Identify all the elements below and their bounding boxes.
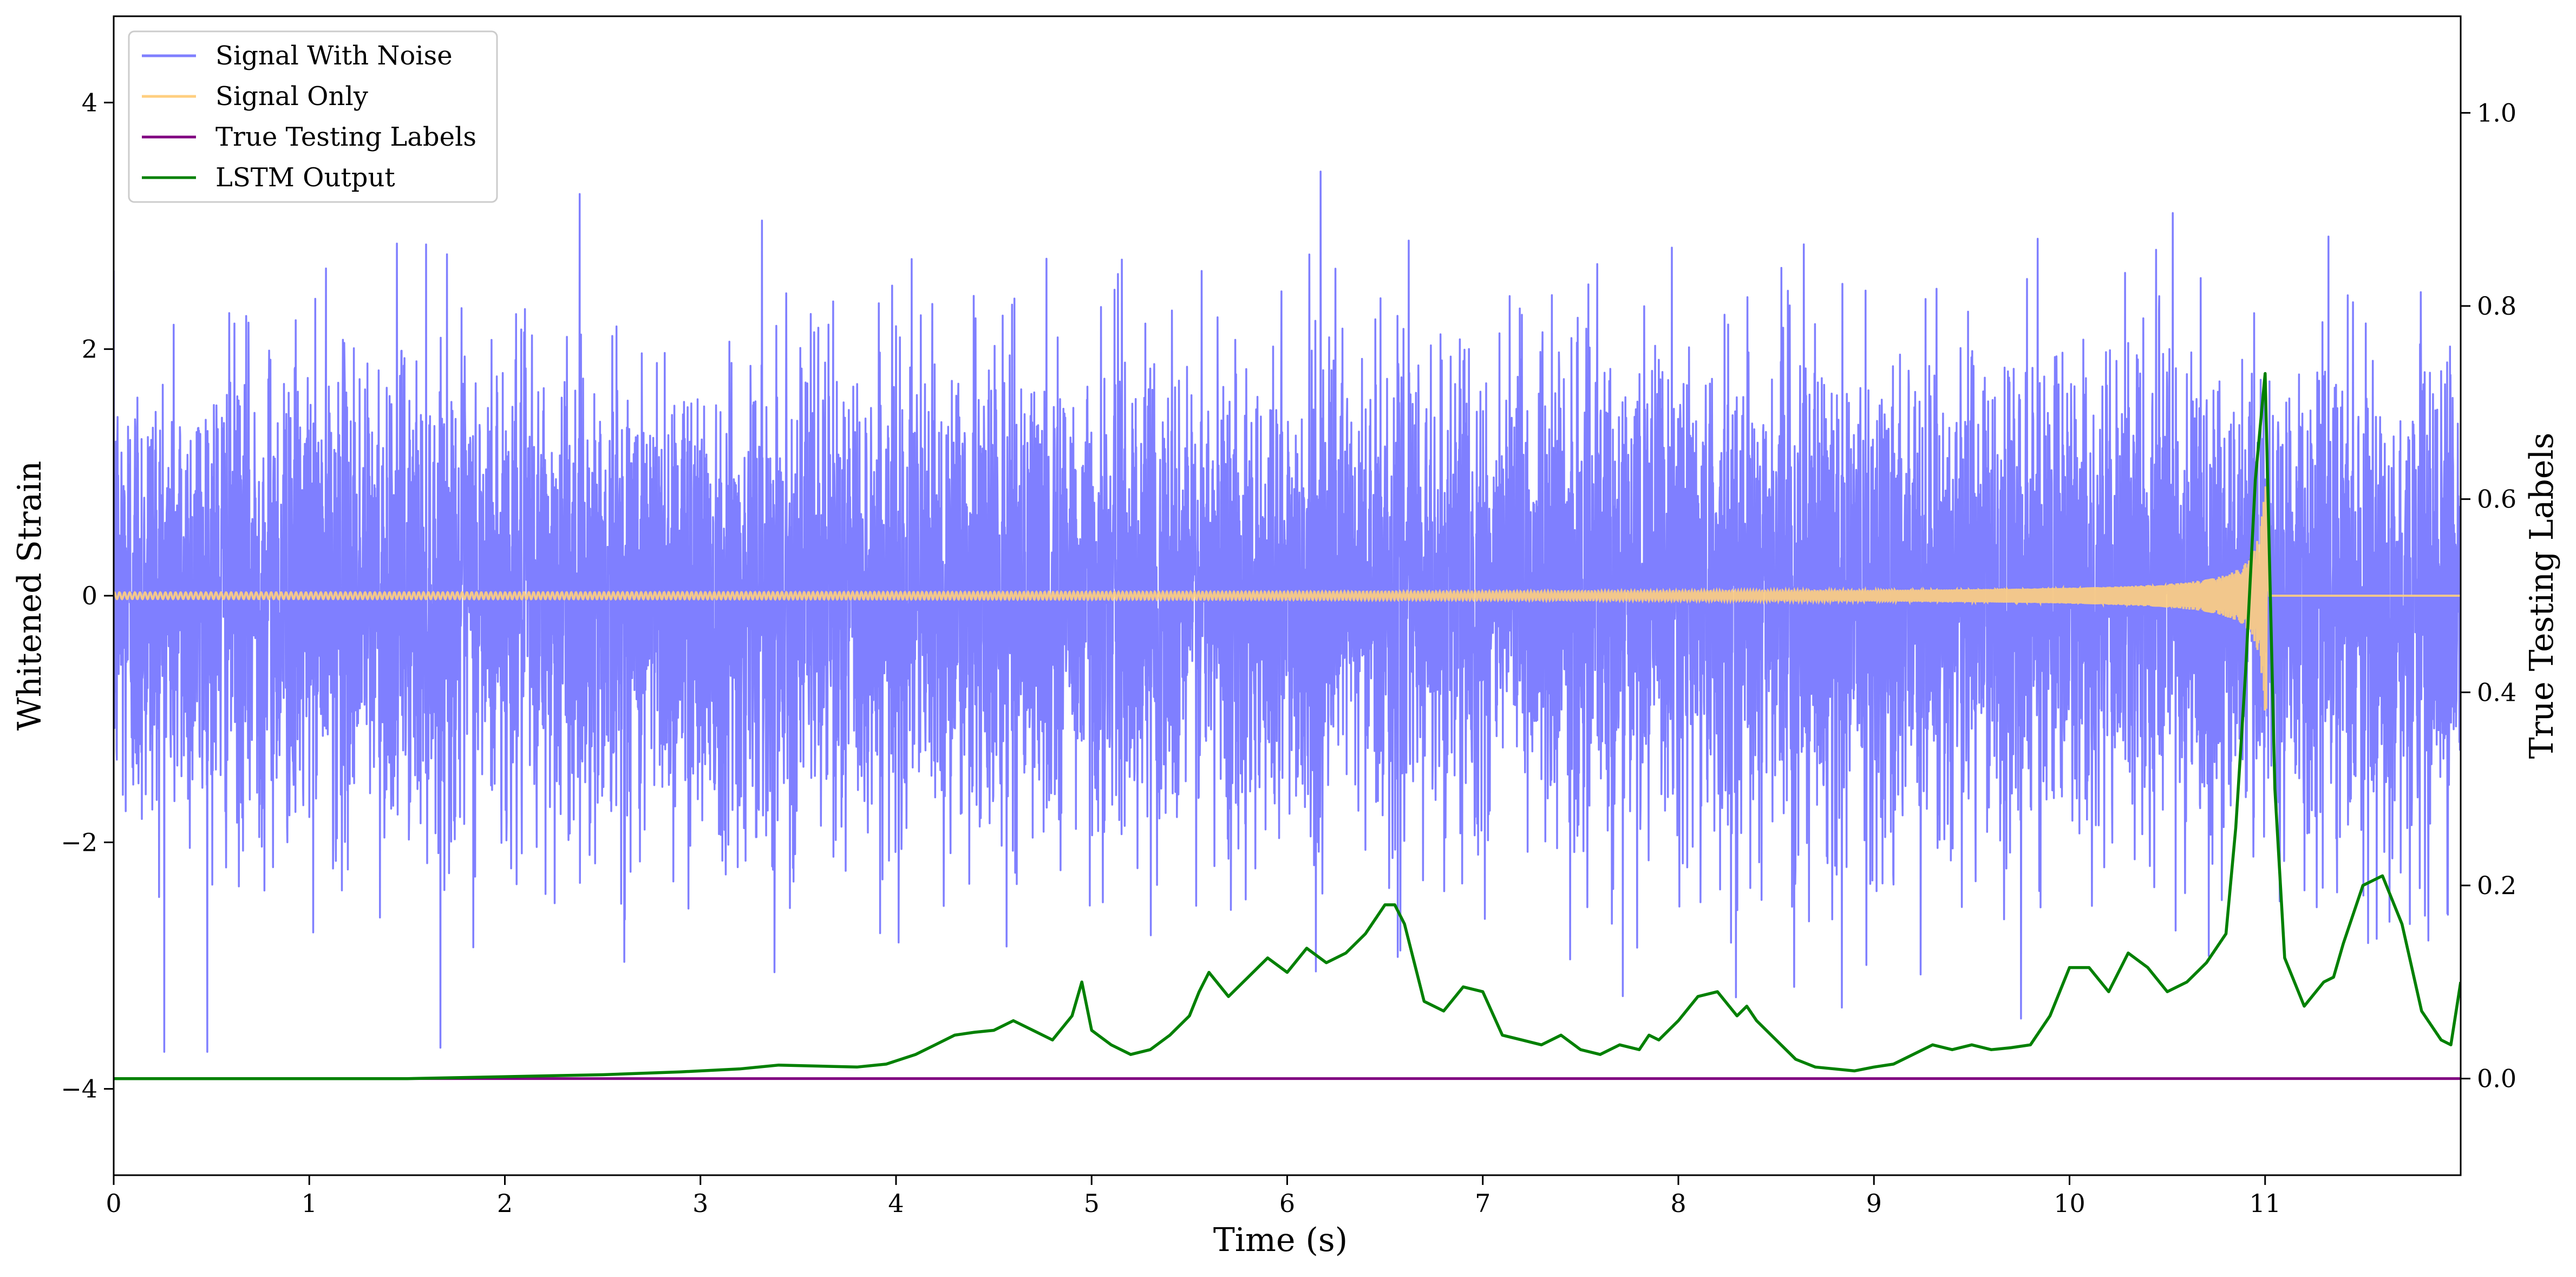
x-tick-label: 5: [1084, 1189, 1100, 1218]
y-tick-label-right: 0.0: [2477, 1064, 2516, 1093]
x-tick-label: 8: [1670, 1189, 1686, 1218]
y-tick-label-left: 4: [82, 88, 97, 117]
y-tick-label-left: −4: [61, 1074, 97, 1104]
y-axis-label-right: True Testing Labels: [2523, 433, 2561, 759]
y-tick-label-left: 0: [82, 581, 97, 610]
legend-label-true-testing-labels: True Testing Labels: [215, 122, 476, 152]
y-tick-label-left: 2: [82, 335, 97, 364]
y-tick-label-right: 0.2: [2477, 871, 2516, 900]
y-tick-label-right: 0.4: [2477, 677, 2516, 707]
series-lstm-output: [114, 372, 2461, 1080]
legend: Signal With Noise Signal Only True Testi…: [128, 30, 498, 203]
plot-frame: [113, 15, 2462, 1176]
y-tick-label-left: −2: [61, 828, 97, 857]
x-tick-label: 7: [1475, 1189, 1490, 1218]
y-tick-label-right: 0.6: [2477, 485, 2516, 514]
legend-label-lstm-output: LSTM Output: [215, 162, 395, 193]
x-tick-label: 1: [302, 1189, 317, 1218]
x-tick-label: 11: [2249, 1189, 2281, 1218]
y-tick-label-right: 0.8: [2477, 291, 2516, 321]
axes-layer: 0 1 2 3 4 5 6 7 8 9 10 11 −4 −2 0 2 4 0.0 0.2 0.4 0.6 0.8 1.0: [61, 88, 2516, 1218]
legend-box: [128, 30, 498, 203]
x-tick-label: 10: [2054, 1189, 2085, 1218]
x-tick-label: 9: [1866, 1189, 1882, 1218]
x-tick-label: 0: [106, 1189, 121, 1218]
x-axis-label: Time (s): [1213, 1221, 1348, 1259]
x-tick-label: 6: [1279, 1189, 1295, 1218]
series-signal-with-noise: [114, 171, 2461, 1053]
legend-label-signal-with-noise: Signal With Noise: [215, 41, 453, 71]
x-tick-label: 3: [692, 1189, 708, 1218]
y-axis-label-left: Whitened Strain: [11, 461, 49, 731]
x-tick-label: 2: [497, 1189, 513, 1218]
plot-area: [114, 171, 2461, 1080]
y-tick-label-right: 1.0: [2477, 98, 2516, 127]
series-signal-only: [114, 478, 2461, 711]
legend-label-signal-only: Signal Only: [215, 81, 368, 112]
x-tick-label: 4: [888, 1189, 904, 1218]
